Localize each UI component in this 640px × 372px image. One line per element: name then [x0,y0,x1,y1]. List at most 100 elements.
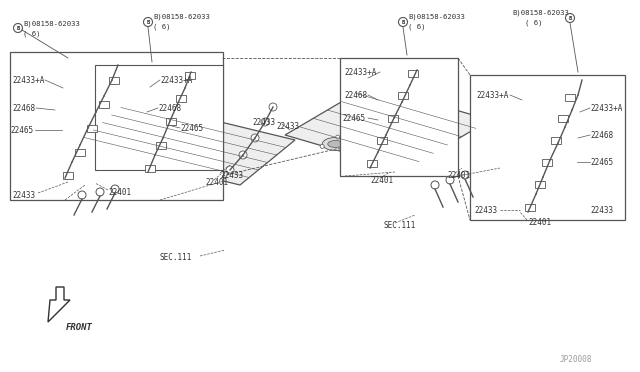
Ellipse shape [148,126,164,134]
Bar [377,137,387,144]
Ellipse shape [346,124,372,137]
Bar [470,75,625,220]
Text: 22465: 22465 [342,113,365,122]
Text: B)08158-62033: B)08158-62033 [23,21,80,27]
Text: FRONT: FRONT [66,323,93,331]
Bar [542,158,552,166]
Bar [63,171,73,179]
Text: 22468: 22468 [12,103,35,112]
Text: 22433: 22433 [276,122,299,131]
Bar [156,141,166,148]
Text: 22465: 22465 [10,125,33,135]
Bar [109,77,119,83]
Text: 22433+A: 22433+A [160,76,193,84]
Polygon shape [75,100,295,185]
Ellipse shape [126,135,154,149]
Circle shape [368,132,372,137]
Circle shape [239,151,247,159]
Circle shape [368,116,372,121]
Bar [408,70,418,77]
Bar [558,115,568,122]
Circle shape [143,17,152,26]
Circle shape [156,119,161,124]
Circle shape [336,135,340,139]
Text: 22433: 22433 [474,205,497,215]
Text: 22433: 22433 [12,190,35,199]
Circle shape [108,155,113,160]
Bar [388,115,398,122]
Polygon shape [48,287,70,322]
Text: 22401: 22401 [370,176,393,185]
Text: B)08158-62033: B)08158-62033 [153,14,210,20]
Text: 22433: 22433 [252,118,275,126]
Ellipse shape [376,112,390,119]
Text: 22468: 22468 [344,90,367,99]
Bar [75,148,85,155]
Bar [87,125,97,131]
Ellipse shape [132,138,148,146]
Circle shape [431,181,439,189]
Text: 22401: 22401 [447,170,470,180]
Circle shape [125,144,130,150]
Text: B: B [147,19,150,25]
Text: ( 6): ( 6) [153,24,170,30]
Circle shape [141,132,145,137]
Text: B: B [401,19,404,25]
Text: ( 6): ( 6) [525,20,543,26]
Bar [525,203,535,211]
Circle shape [344,131,348,134]
Circle shape [166,132,170,137]
Ellipse shape [323,138,348,151]
Text: ( 6): ( 6) [408,24,426,30]
Ellipse shape [141,123,170,137]
Bar [398,92,408,99]
Circle shape [96,188,104,196]
Text: 22433+A: 22433+A [590,103,622,112]
Bar [185,71,195,78]
Text: B: B [568,16,572,20]
Text: JP20008: JP20008 [560,356,593,365]
Circle shape [461,171,469,179]
Text: SEC.111: SEC.111 [160,253,193,263]
Bar [145,164,155,171]
Text: SEC.111: SEC.111 [383,221,415,230]
Bar [565,93,575,100]
Ellipse shape [370,109,396,122]
Bar [551,137,561,144]
Polygon shape [285,85,490,170]
Ellipse shape [117,151,133,159]
Circle shape [138,130,143,135]
Circle shape [399,17,408,26]
Circle shape [78,191,86,199]
Circle shape [269,103,277,111]
Circle shape [566,13,575,22]
Text: 22465: 22465 [180,124,203,132]
Text: B)08158-62033: B)08158-62033 [408,14,465,20]
Text: 22433: 22433 [590,205,613,215]
Circle shape [261,118,269,126]
Text: 22468: 22468 [590,131,613,140]
Text: 22433+A: 22433+A [12,76,44,84]
Text: 22433+A: 22433+A [476,90,508,99]
Ellipse shape [328,141,343,148]
Text: ( 6): ( 6) [23,31,40,37]
Circle shape [226,166,234,174]
Text: 22401: 22401 [108,187,131,196]
Text: 22433+A: 22433+A [344,67,376,77]
Text: 22468: 22468 [158,103,181,112]
Bar [95,65,223,170]
Circle shape [123,142,128,148]
Text: B: B [17,26,20,31]
Circle shape [320,144,324,148]
Ellipse shape [111,148,139,162]
Circle shape [134,158,140,163]
Text: 22401: 22401 [205,177,228,186]
Text: 22433: 22433 [220,170,243,180]
Bar [367,160,377,167]
Bar [176,94,186,102]
Circle shape [150,145,155,150]
Bar [99,100,109,108]
Circle shape [111,185,119,193]
Circle shape [392,119,396,122]
Bar [340,58,458,176]
